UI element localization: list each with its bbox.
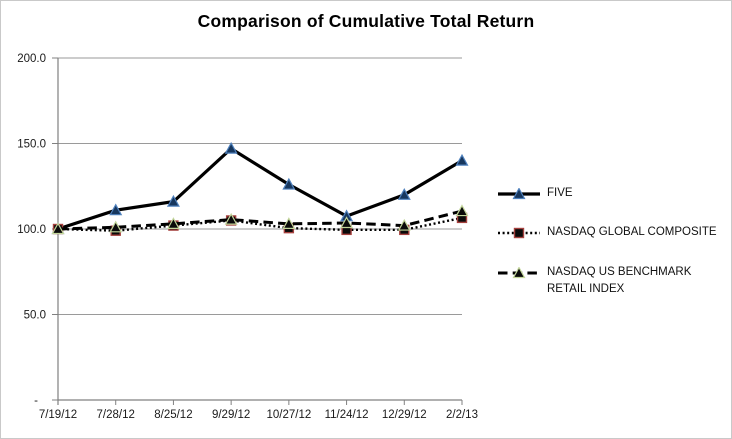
x-tick-label: 7/19/12 xyxy=(39,409,77,421)
series-nasdaq-us-benchmark-retail-index xyxy=(51,204,469,235)
x-tick-label: 12/29/12 xyxy=(382,409,427,421)
legend-marker-triangle-icon xyxy=(498,188,540,200)
legend-item: NASDAQ US BENCHMARK RETAIL INDEX xyxy=(498,264,730,298)
y-tick-label: - xyxy=(34,395,38,407)
legend-label: NASDAQ US BENCHMARK RETAIL INDEX xyxy=(547,266,692,295)
legend-label: NASDAQ GLOBAL COMPOSITE xyxy=(547,226,717,238)
x-tick-label: 9/29/12 xyxy=(212,409,250,421)
legend-item: NASDAQ GLOBAL COMPOSITE xyxy=(498,224,730,241)
gridlines xyxy=(58,57,462,315)
y-tick-label: 200.0 xyxy=(17,53,46,65)
series-five xyxy=(51,141,469,235)
x-tick-label: 11/24/12 xyxy=(325,409,369,421)
legend-label: FIVE xyxy=(547,187,573,199)
legend-item: FIVE xyxy=(498,185,730,202)
y-tick-label: 50.0 xyxy=(24,310,46,322)
y-tick-label: 150.0 xyxy=(17,139,46,151)
x-tick-label: 2/2/13 xyxy=(446,409,478,421)
x-tick-label: 7/28/12 xyxy=(97,409,135,421)
legend-marker-square-icon xyxy=(498,227,540,239)
y-tick-label: 100.0 xyxy=(17,224,46,236)
axis-labels: 200.0 150.0 100.0 50.0 -7/19/12 7/28/12 8/25/1… xyxy=(17,53,478,421)
x-tick-label: 8/25/12 xyxy=(154,409,192,421)
x-tick-label: 10/27/12 xyxy=(266,409,311,421)
legend-marker-triangle-icon xyxy=(498,267,540,279)
chart-title: Comparison of Cumulative Total Return xyxy=(197,11,535,31)
